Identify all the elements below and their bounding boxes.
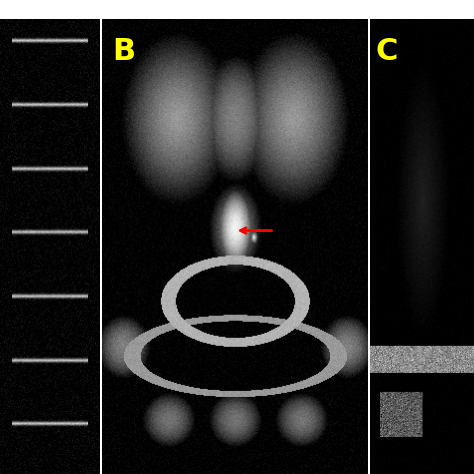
Text: B: B	[112, 37, 136, 66]
Text: C: C	[376, 37, 398, 66]
